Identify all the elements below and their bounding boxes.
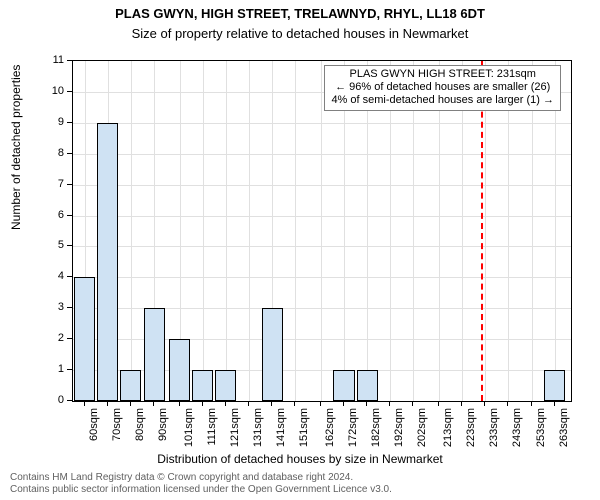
x-tick-label: 233sqm	[488, 408, 500, 456]
x-tick-label: 121sqm	[229, 408, 241, 456]
x-tick-label: 223sqm	[465, 408, 477, 456]
x-tick-label: 192sqm	[393, 408, 405, 456]
x-tick-label: 243sqm	[511, 408, 523, 456]
x-tick-label: 213sqm	[442, 408, 454, 456]
bar	[215, 370, 236, 401]
x-tick-label: 70sqm	[111, 408, 123, 456]
bar	[357, 370, 378, 401]
annotation-line2: ← 96% of detached houses are smaller (26…	[331, 81, 554, 94]
x-tick-label: 141sqm	[275, 408, 287, 456]
y-tick-label: 6	[42, 209, 64, 221]
x-tick-label: 253sqm	[535, 408, 547, 456]
y-tick-label: 10	[42, 85, 64, 97]
x-tick-label: 263sqm	[558, 408, 570, 456]
x-tick-label: 80sqm	[134, 408, 146, 456]
x-tick-label: 202sqm	[416, 408, 428, 456]
bar	[144, 308, 165, 401]
x-tick-label: 90sqm	[157, 408, 169, 456]
marker-line	[481, 61, 483, 401]
x-tick-label: 172sqm	[347, 408, 359, 456]
bar	[74, 277, 95, 401]
bar	[333, 370, 354, 401]
y-tick-label: 5	[42, 239, 64, 251]
plot-area: PLAS GWYN HIGH STREET: 231sqm ← 96% of d…	[72, 60, 572, 402]
x-axis-label: Distribution of detached houses by size …	[0, 452, 600, 466]
chart-subtitle: Size of property relative to detached ho…	[0, 26, 600, 41]
y-tick-label: 8	[42, 147, 64, 159]
y-tick-label: 11	[42, 54, 64, 66]
x-tick-label: 162sqm	[324, 408, 336, 456]
x-tick-label: 131sqm	[252, 408, 264, 456]
bar	[120, 370, 141, 401]
footer: Contains HM Land Registry data © Crown c…	[10, 472, 392, 496]
x-tick-label: 182sqm	[370, 408, 382, 456]
bar	[544, 370, 565, 401]
y-tick-label: 4	[42, 270, 64, 282]
footer-line2: Contains public sector information licen…	[10, 484, 392, 496]
y-tick-label: 3	[42, 301, 64, 313]
y-tick-label: 7	[42, 178, 64, 190]
annotation-line1: PLAS GWYN HIGH STREET: 231sqm	[331, 68, 554, 81]
x-tick-label: 101sqm	[183, 408, 195, 456]
y-tick-label: 0	[42, 394, 64, 406]
footer-line1: Contains HM Land Registry data © Crown c…	[10, 472, 392, 484]
x-tick-label: 60sqm	[88, 408, 100, 456]
bar	[169, 339, 190, 401]
annotation-line3: 4% of semi-detached houses are larger (1…	[331, 94, 554, 107]
x-tick-label: 151sqm	[298, 408, 310, 456]
chart-title: PLAS GWYN, HIGH STREET, TRELAWNYD, RHYL,…	[0, 6, 600, 21]
bar	[97, 123, 118, 401]
y-tick-label: 9	[42, 116, 64, 128]
chart-container: PLAS GWYN, HIGH STREET, TRELAWNYD, RHYL,…	[0, 0, 600, 500]
y-tick-label: 2	[42, 332, 64, 344]
bar	[192, 370, 213, 401]
y-tick-label: 1	[42, 363, 64, 375]
bar	[262, 308, 283, 401]
annotation-box: PLAS GWYN HIGH STREET: 231sqm ← 96% of d…	[324, 65, 561, 111]
x-tick-label: 111sqm	[206, 408, 218, 456]
